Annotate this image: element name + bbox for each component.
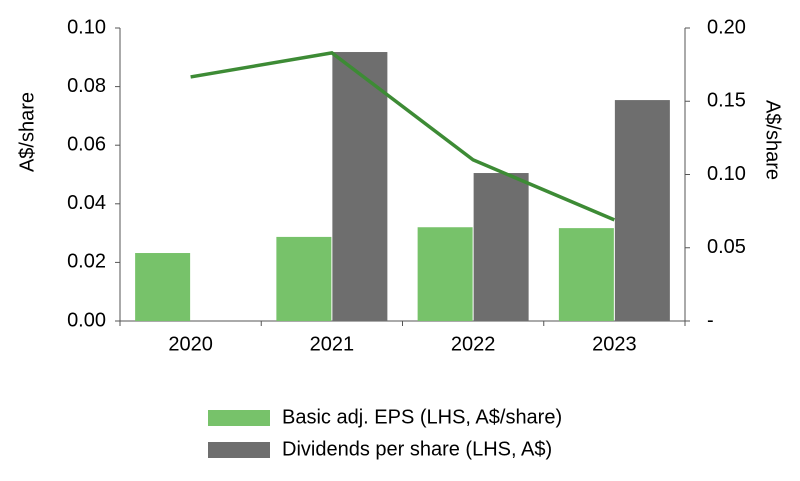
y-tick-label: 0.10 [67,16,106,38]
y-tick-label: 0.06 [67,133,106,155]
y-tick-label: 0.00 [67,309,106,331]
line [190,51,616,222]
bar [473,173,529,321]
bar [332,52,388,321]
bar [614,100,670,321]
y2-tick-label: 0.05 [707,236,746,258]
bar [558,228,614,321]
legend-label: Dividends per share (LHS, A$) [282,438,552,460]
bar [276,236,332,321]
bar [135,253,191,321]
bar [417,227,473,321]
y2-tick-label: 0.10 [707,163,746,185]
x-tick-label: 2021 [310,333,355,355]
y-tick-label: 0.02 [67,251,106,273]
x-tick-label: 2023 [592,333,637,355]
y-tick-label: 0.04 [67,192,106,214]
x-tick-label: 2022 [451,333,496,355]
y2-tick-label: 0.15 [707,90,746,112]
y-axis-label: A$/share [16,92,38,172]
y-tick-label: 0.08 [67,75,106,97]
y2-tick-label: - [707,309,714,331]
legend-label: Basic adj. EPS (LHS, A$/share) [282,406,562,428]
y2-tick-label: 0.20 [707,16,746,38]
legend-swatch [208,410,270,426]
y2-axis-label: A$/share [762,100,784,180]
legend-swatch [208,442,270,458]
x-tick-label: 2020 [168,333,213,355]
